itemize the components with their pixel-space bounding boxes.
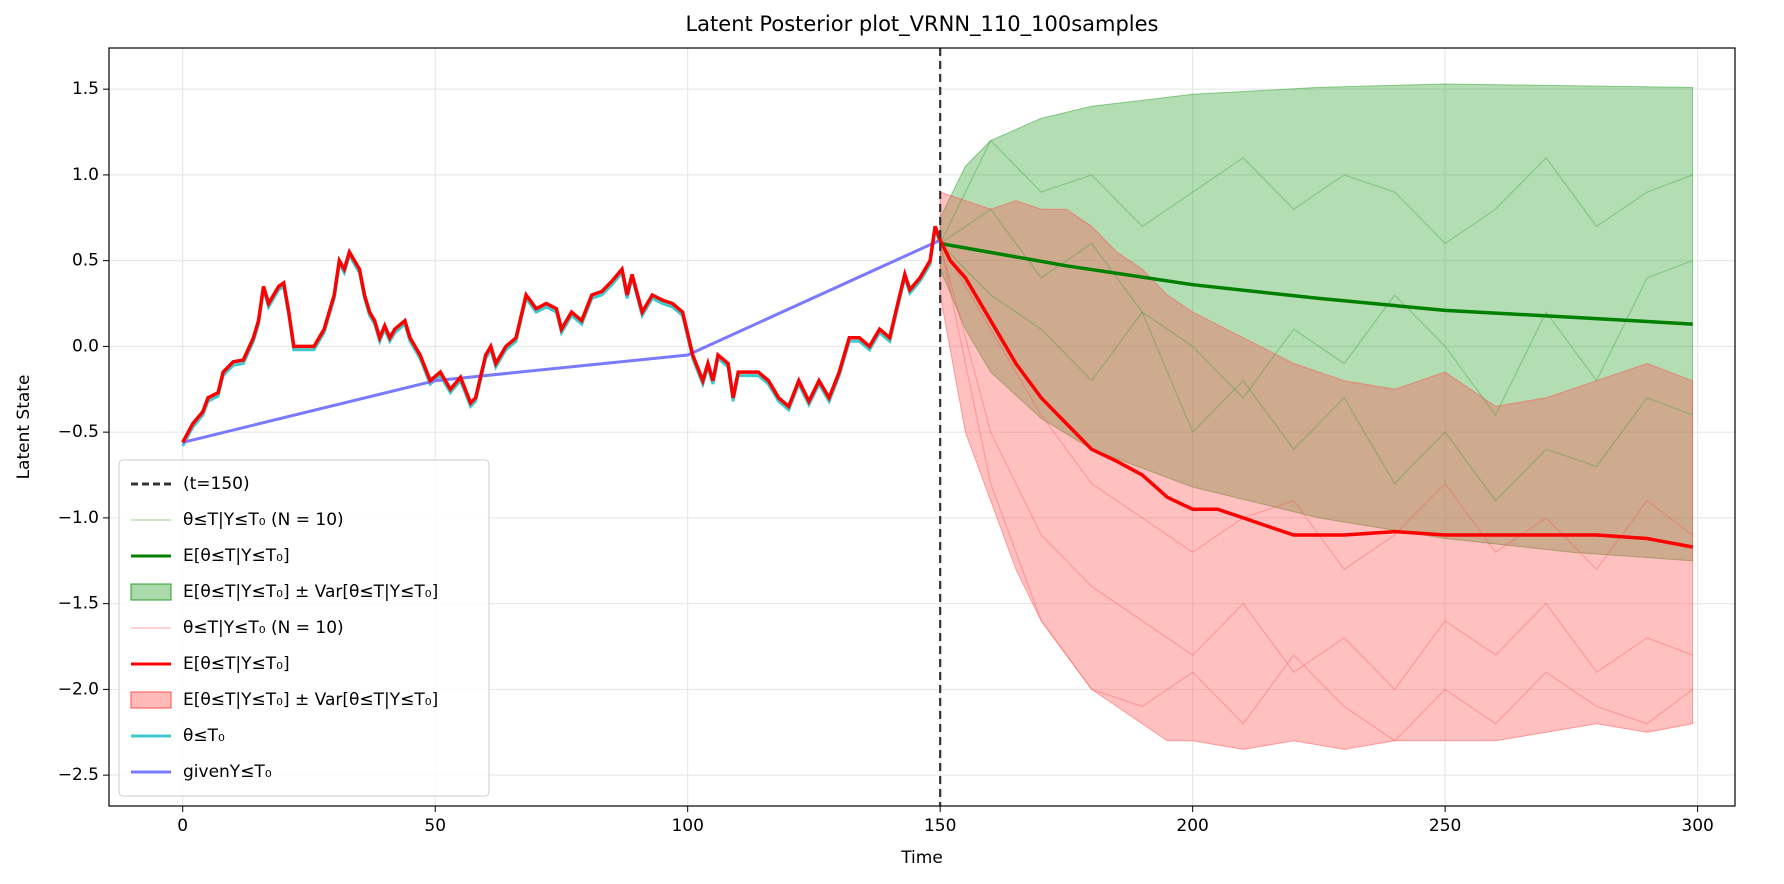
y-tick-label: −1.5	[58, 594, 99, 614]
legend-label: E[θ≤T|Y≤T₀] ± Var[θ≤T|Y≤T₀]	[183, 582, 438, 602]
x-tick-label: 0	[177, 816, 188, 836]
x-tick-label: 250	[1429, 816, 1461, 836]
y-tick-label: 1.0	[72, 165, 99, 185]
variance-band	[939, 191, 1694, 750]
y-axis-label: Latent State	[14, 375, 34, 480]
x-tick-label: 200	[1176, 816, 1208, 836]
y-tick-label: −2.0	[58, 679, 99, 699]
sample-line	[939, 139, 1693, 245]
legend-label: θ≤T|Y≤T₀ (N = 10)	[183, 618, 344, 638]
legend-label: θ≤T|Y≤T₀ (N = 10)	[183, 510, 344, 530]
legend-label: givenY≤T₀	[183, 762, 272, 782]
y-tick-label: −0.5	[58, 422, 99, 442]
x-tick-label: 100	[671, 816, 703, 836]
legend-swatch	[130, 691, 172, 709]
legend-label: E[θ≤T|Y≤T₀] ± Var[θ≤T|Y≤T₀]	[183, 690, 438, 710]
mean-line	[181, 225, 1693, 549]
plot-frame	[108, 47, 1736, 807]
legend: (t=150) θ≤T|Y≤T₀ (N = 10) E[θ≤T|Y≤T₀] E[θ≤T…	[118, 459, 490, 797]
y-tick-label: −1.0	[58, 508, 99, 528]
sample-line	[939, 243, 1693, 417]
legend-label: (t=150)	[183, 474, 250, 494]
y-tick-label: 1.5	[72, 79, 99, 99]
x-tick-label: 50	[424, 816, 446, 836]
legend-swatch	[130, 583, 172, 601]
x-tick-label: 300	[1681, 816, 1713, 836]
legend-box	[118, 459, 490, 797]
truth-line	[182, 238, 941, 444]
sample-line	[939, 243, 1693, 691]
legend-label: E[θ≤T|Y≤T₀]	[183, 654, 290, 674]
x-axis-label: Time	[900, 848, 943, 868]
sample-line	[939, 243, 1693, 742]
y-tick-label: 0.0	[72, 336, 99, 356]
legend-label: E[θ≤T|Y≤T₀]	[183, 546, 290, 566]
chart-title: Latent Posterior plot_VRNN_110_100sample…	[685, 12, 1158, 37]
x-tick-label: 150	[924, 816, 956, 836]
y-tick-label: −2.5	[58, 765, 99, 785]
y-tick-label: 0.5	[72, 251, 99, 271]
legend-label: θ≤T₀	[183, 726, 225, 746]
sample-line	[939, 208, 1693, 502]
mean-line	[939, 241, 1693, 326]
